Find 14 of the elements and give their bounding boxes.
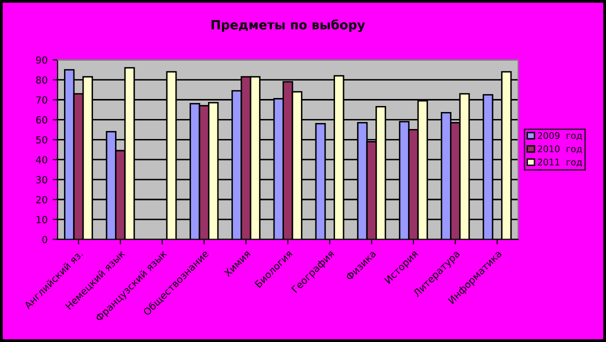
y-tick-label: 40 (36, 156, 48, 164)
y-tick-label: 50 (36, 136, 48, 144)
legend-label: 2009 год (538, 132, 582, 140)
y-tick-label: 70 (36, 96, 48, 104)
y-tick-label: 30 (36, 176, 48, 184)
y-tick-label: 10 (36, 216, 48, 224)
legend-label: 2010 год (538, 145, 582, 154)
legend-label: 2011 год (538, 158, 582, 167)
y-tick-label: 80 (36, 76, 48, 84)
y-tick-label: 0 (42, 236, 48, 244)
y-tick-label: 60 (36, 116, 48, 124)
y-tick-label: 20 (36, 196, 48, 204)
chart-title: Предметы по выбору (212, 19, 366, 32)
y-tick-label: 90 (36, 56, 48, 64)
